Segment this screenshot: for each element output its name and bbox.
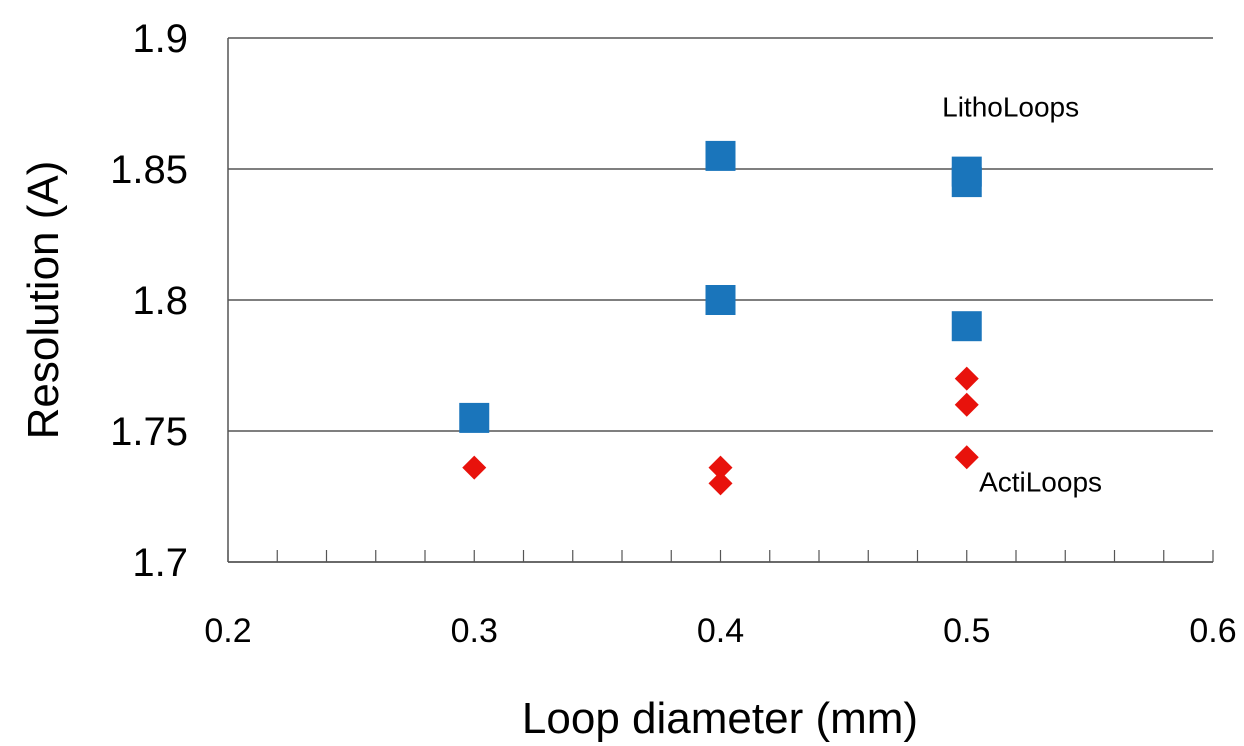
y-tick-label: 1.75 — [110, 410, 188, 454]
series-annotation: LithoLoops — [942, 92, 1079, 123]
actiloops-point — [708, 455, 733, 480]
annotations: LithoLoops ActiLoops — [942, 92, 1102, 498]
actiloops-point — [954, 366, 979, 391]
y-axis-title: Resolution (A) — [19, 161, 68, 440]
x-tick-label: 0.2 — [204, 612, 251, 650]
litholoops-point — [705, 140, 736, 171]
actiloops-point — [708, 471, 733, 496]
actiloops-point — [954, 445, 979, 470]
axes — [227, 38, 1214, 563]
data-points — [459, 140, 982, 496]
y-tick-labels: 1.7 1.75 1.8 1.85 1.9 — [110, 17, 188, 585]
litholoops-point — [951, 167, 982, 198]
x-tick-label: 0.3 — [451, 612, 498, 650]
y-tick-label: 1.9 — [132, 17, 188, 61]
litholoops-point — [459, 402, 490, 433]
y-tick-label: 1.7 — [132, 541, 188, 585]
x-tick-label: 0.6 — [1189, 612, 1236, 650]
x-tick-label: 0.4 — [697, 612, 744, 650]
y-tick-label: 1.85 — [110, 148, 188, 192]
litholoops-point — [951, 311, 982, 342]
x-tick-labels: 0.2 0.3 0.4 0.5 0.6 — [204, 612, 1236, 650]
actiloops-point — [954, 392, 979, 417]
x-tick-label: 0.5 — [943, 612, 990, 650]
series-annotation: ActiLoops — [979, 466, 1102, 497]
y-tick-label: 1.8 — [132, 279, 188, 323]
litholoops-point — [705, 285, 736, 315]
x-axis-title: Loop diameter (mm) — [522, 694, 918, 743]
actiloops-point — [462, 455, 487, 480]
